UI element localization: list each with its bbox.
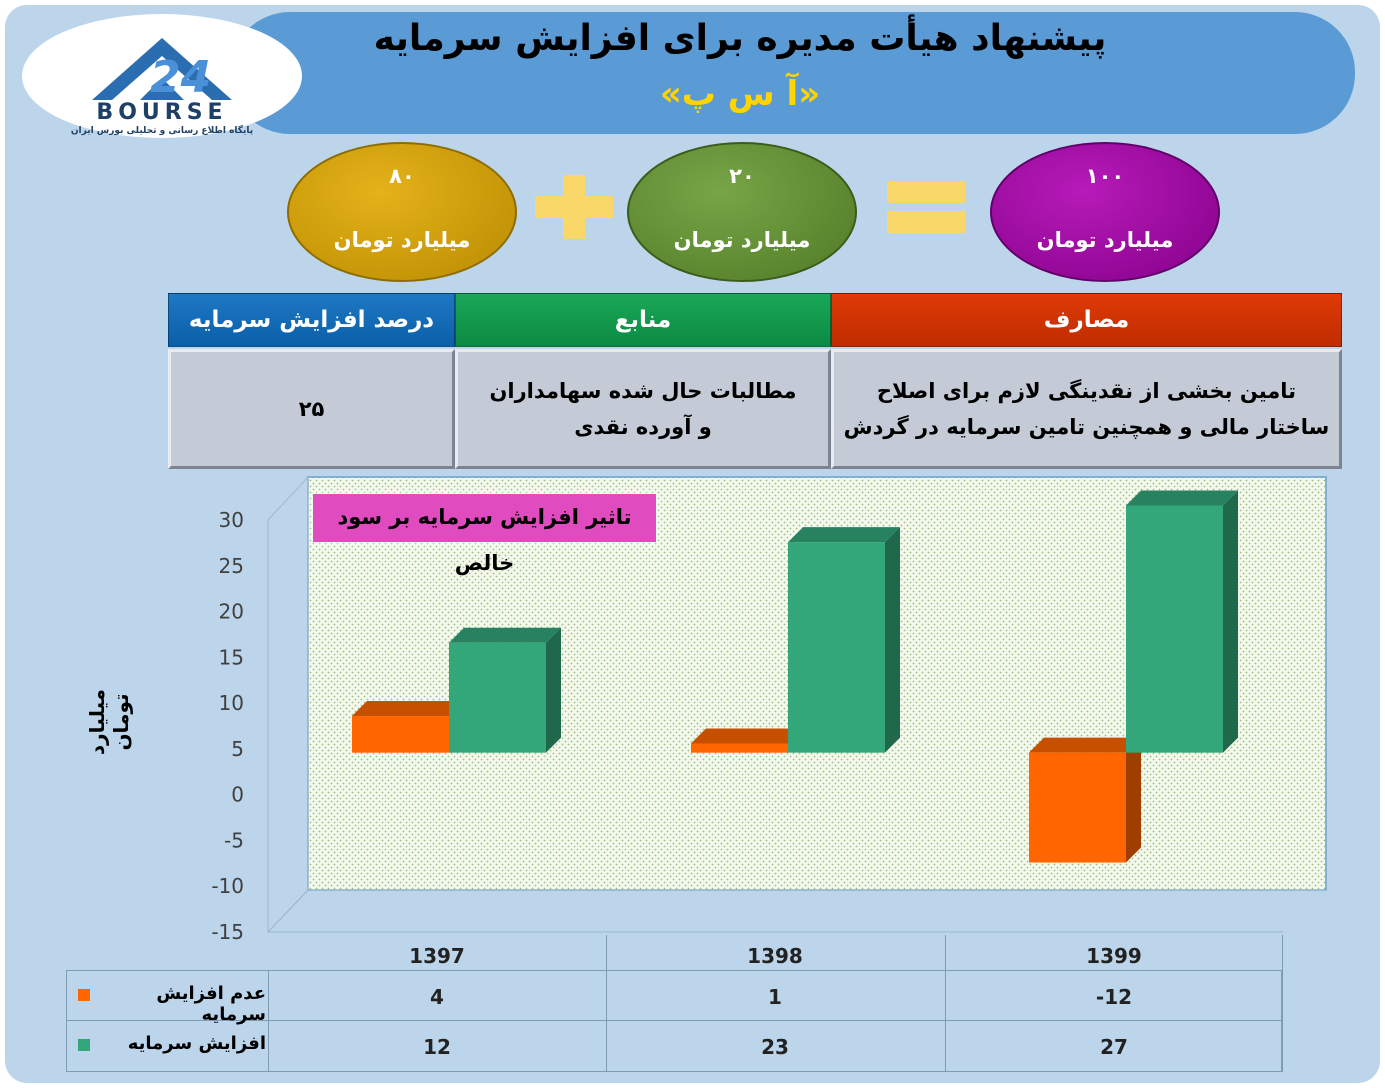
y-tick-label: 5 [231,737,244,761]
bar-top [788,527,900,543]
page-title: پیشنهاد هیأت مدیره برای افزایش سرمایه [373,18,1107,59]
bar-front [1126,505,1223,753]
category-label: 1398 [747,944,803,968]
bar-top [352,701,464,717]
table-grid-line [1282,935,1283,1072]
new-capital-unit: میلیارد تومان [1036,228,1174,252]
bar-no-increase-1397 [352,701,464,753]
data-value: -12 [1095,985,1133,1009]
y-axis-label: میلیارد تومان [85,688,133,756]
equals-icon [887,181,965,203]
equals-icon-bar [887,211,965,233]
uses-header: مصارف [831,293,1342,347]
svg-text:24: 24 [150,52,211,103]
sources-value: مطالبات حال شده سهامداران و آورده نقدی [455,349,831,469]
legend-swatch [78,989,90,1001]
y-tick-label: -15 [211,920,244,944]
legend-swatch [78,1039,90,1051]
y-tick-label: 30 [219,508,244,532]
sources-header: منابع [455,293,831,347]
data-value: 27 [1100,1035,1128,1059]
bar-front [1029,752,1126,863]
data-value: 4 [430,985,444,1009]
increase-amount-value: ۲۰ [729,164,755,188]
increase-amount-unit: میلیارد تومان [673,228,811,252]
bar-front [788,542,885,753]
y-axis: 30 25 20 15 10 5 0 -5 -10 -15 [211,508,244,944]
chart-title: تاثیر افزایش سرمایه بر سود خالص [313,494,656,575]
logo-mark-icon: 24 [92,38,232,103]
bar-side [1126,737,1141,863]
y-tick-label: -5 [224,828,244,852]
data-value: 23 [761,1035,789,1059]
bar-no-increase-1399 [1029,737,1141,863]
new-capital-value: ۱۰۰ [1085,164,1125,188]
bar-top [449,627,561,643]
logo-tagline: پایگاه اطلاع رسانی و تحلیلی بورس ایران [70,126,254,136]
bar-top [691,728,803,744]
y-tick-label: 25 [219,554,244,578]
y-tick-label: 20 [219,600,244,624]
bar-increase-1398 [788,527,900,753]
percent-value: ۲۵ [168,349,455,469]
current-capital-value: ۸۰ [389,164,415,188]
bar-front [449,642,546,753]
current-capital-unit: میلیارد تومان [333,228,471,252]
net-profit-chart: 30 25 20 15 10 5 0 -5 -10 -15 [211,475,1327,944]
new-capital-oval: ۱۰۰ میلیارد تومان [990,142,1220,282]
chart-floor-edge [267,889,309,933]
legend-label: عدم افزایش سرمایه [156,983,266,1025]
bar-side [885,527,900,753]
data-value: 12 [423,1035,451,1059]
uses-value: تامین بخشی از نقدینگی لازم برای اصلاح سا… [831,349,1342,469]
table-grid-line [268,970,269,1072]
data-value: 1 [768,985,782,1009]
category-label: 1397 [409,944,465,968]
table-grid-line [66,1020,1282,1021]
bar-front [352,716,449,753]
bar-side [1223,490,1238,753]
y-tick-label: -10 [211,874,244,898]
current-capital-oval: ۸۰ میلیارد تومان [287,142,517,282]
percent-header: درصد افزایش سرمایه [168,293,455,347]
bar-front [691,743,788,753]
y-tick-label: 15 [219,645,244,669]
plus-icon-bar [535,196,613,218]
legend-label: افزایش سرمایه [127,1033,266,1054]
bourse24-logo: 24 BOURSE پایگاه اطلاع رسانی و تحلیلی بو… [22,14,302,138]
header-banner [230,12,1355,134]
table-grid-line [945,935,946,1072]
company-symbol: «آ س پ» [659,74,821,114]
logo-wordmark: BOURSE [96,100,228,125]
y-tick-label: 0 [231,783,244,807]
chart-side-wall [267,475,309,934]
chart-bars [352,490,1238,863]
bar-no-increase-1398 [691,728,803,753]
bar-increase-1399 [1126,490,1238,753]
bar-side [546,627,561,753]
y-tick-label: 10 [219,691,244,715]
increase-amount-oval: ۲۰ میلیارد تومان [627,142,857,282]
category-label: 1399 [1086,944,1142,968]
chart-data-table [66,970,1282,1072]
table-grid-line [606,935,607,1072]
bar-top [1126,490,1238,506]
bar-increase-1397 [449,627,561,753]
bar-top [1029,737,1141,753]
